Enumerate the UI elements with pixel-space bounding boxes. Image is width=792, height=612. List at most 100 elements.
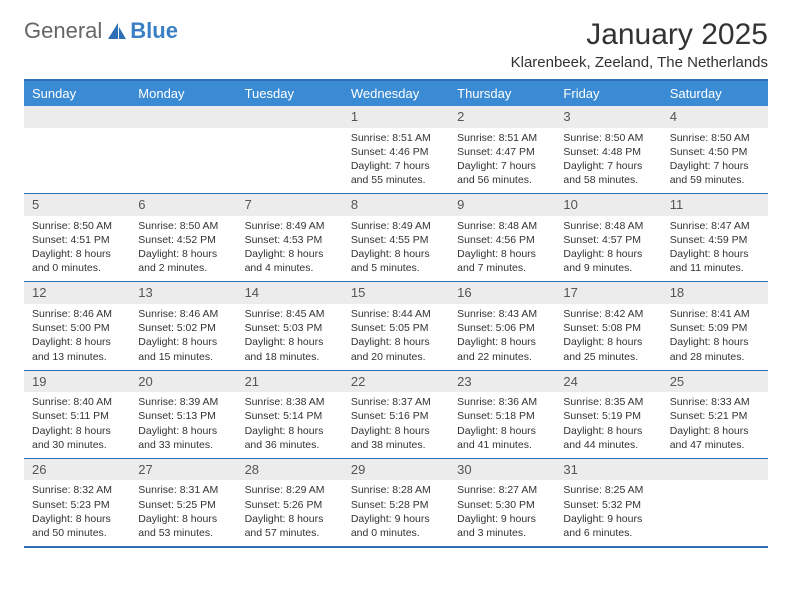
day-details: Sunrise: 8:27 AM Sunset: 5:30 PM Dayligh…	[449, 480, 555, 546]
calendar-week: 5Sunrise: 8:50 AM Sunset: 4:51 PM Daylig…	[24, 193, 768, 281]
calendar-cell: 19Sunrise: 8:40 AM Sunset: 5:11 PM Dayli…	[24, 371, 130, 458]
day-details: Sunrise: 8:25 AM Sunset: 5:32 PM Dayligh…	[555, 480, 661, 546]
calendar-cell: 5Sunrise: 8:50 AM Sunset: 4:51 PM Daylig…	[24, 194, 130, 281]
calendar-cell: 30Sunrise: 8:27 AM Sunset: 5:30 PM Dayli…	[449, 459, 555, 546]
day-number: 7	[237, 194, 343, 216]
day-number: 10	[555, 194, 661, 216]
day-number: 15	[343, 282, 449, 304]
day-number: 21	[237, 371, 343, 393]
day-number: 18	[662, 282, 768, 304]
day-header: Tuesday	[237, 81, 343, 106]
day-details: Sunrise: 8:42 AM Sunset: 5:08 PM Dayligh…	[555, 304, 661, 370]
day-details: Sunrise: 8:38 AM Sunset: 5:14 PM Dayligh…	[237, 392, 343, 458]
calendar-cell: ..	[237, 106, 343, 193]
logo: General Blue	[24, 18, 178, 44]
day-details: Sunrise: 8:49 AM Sunset: 4:55 PM Dayligh…	[343, 216, 449, 282]
logo-sail-icon	[106, 21, 128, 41]
calendar-cell: 1Sunrise: 8:51 AM Sunset: 4:46 PM Daylig…	[343, 106, 449, 193]
day-number: 19	[24, 371, 130, 393]
day-details: Sunrise: 8:31 AM Sunset: 5:25 PM Dayligh…	[130, 480, 236, 546]
day-details: Sunrise: 8:41 AM Sunset: 5:09 PM Dayligh…	[662, 304, 768, 370]
day-number: 8	[343, 194, 449, 216]
day-header: Friday	[555, 81, 661, 106]
day-number: 13	[130, 282, 236, 304]
calendar-cell: 3Sunrise: 8:50 AM Sunset: 4:48 PM Daylig…	[555, 106, 661, 193]
calendar-cell: 10Sunrise: 8:48 AM Sunset: 4:57 PM Dayli…	[555, 194, 661, 281]
calendar-cell: 23Sunrise: 8:36 AM Sunset: 5:18 PM Dayli…	[449, 371, 555, 458]
calendar-cell: 26Sunrise: 8:32 AM Sunset: 5:23 PM Dayli…	[24, 459, 130, 546]
day-number: 1	[343, 106, 449, 128]
day-details: Sunrise: 8:48 AM Sunset: 4:56 PM Dayligh…	[449, 216, 555, 282]
calendar-cell: 2Sunrise: 8:51 AM Sunset: 4:47 PM Daylig…	[449, 106, 555, 193]
calendar-cell: 13Sunrise: 8:46 AM Sunset: 5:02 PM Dayli…	[130, 282, 236, 369]
day-details: Sunrise: 8:40 AM Sunset: 5:11 PM Dayligh…	[24, 392, 130, 458]
calendar-cell: ..	[24, 106, 130, 193]
day-number: 30	[449, 459, 555, 481]
calendar-week: 19Sunrise: 8:40 AM Sunset: 5:11 PM Dayli…	[24, 370, 768, 458]
day-details: Sunrise: 8:51 AM Sunset: 4:46 PM Dayligh…	[343, 128, 449, 194]
day-details: Sunrise: 8:33 AM Sunset: 5:21 PM Dayligh…	[662, 392, 768, 458]
calendar-week: 26Sunrise: 8:32 AM Sunset: 5:23 PM Dayli…	[24, 458, 768, 546]
calendar-cell: 17Sunrise: 8:42 AM Sunset: 5:08 PM Dayli…	[555, 282, 661, 369]
calendar-body: ......1Sunrise: 8:51 AM Sunset: 4:46 PM …	[24, 106, 768, 546]
calendar-cell: 24Sunrise: 8:35 AM Sunset: 5:19 PM Dayli…	[555, 371, 661, 458]
day-number: 17	[555, 282, 661, 304]
day-header: Wednesday	[343, 81, 449, 106]
calendar-cell: 16Sunrise: 8:43 AM Sunset: 5:06 PM Dayli…	[449, 282, 555, 369]
day-details: Sunrise: 8:39 AM Sunset: 5:13 PM Dayligh…	[130, 392, 236, 458]
calendar-cell: 9Sunrise: 8:48 AM Sunset: 4:56 PM Daylig…	[449, 194, 555, 281]
day-header: Sunday	[24, 81, 130, 106]
calendar-cell: 14Sunrise: 8:45 AM Sunset: 5:03 PM Dayli…	[237, 282, 343, 369]
calendar-cell: 28Sunrise: 8:29 AM Sunset: 5:26 PM Dayli…	[237, 459, 343, 546]
calendar-cell: 8Sunrise: 8:49 AM Sunset: 4:55 PM Daylig…	[343, 194, 449, 281]
day-details: Sunrise: 8:45 AM Sunset: 5:03 PM Dayligh…	[237, 304, 343, 370]
day-details: Sunrise: 8:49 AM Sunset: 4:53 PM Dayligh…	[237, 216, 343, 282]
day-number: 5	[24, 194, 130, 216]
day-details: Sunrise: 8:28 AM Sunset: 5:28 PM Dayligh…	[343, 480, 449, 546]
day-number: 11	[662, 194, 768, 216]
day-details: Sunrise: 8:50 AM Sunset: 4:52 PM Dayligh…	[130, 216, 236, 282]
logo-text-2: Blue	[130, 18, 178, 44]
calendar-cell: 29Sunrise: 8:28 AM Sunset: 5:28 PM Dayli…	[343, 459, 449, 546]
day-details: Sunrise: 8:46 AM Sunset: 5:00 PM Dayligh…	[24, 304, 130, 370]
day-number: 20	[130, 371, 236, 393]
day-details: Sunrise: 8:44 AM Sunset: 5:05 PM Dayligh…	[343, 304, 449, 370]
location: Klarenbeek, Zeeland, The Netherlands	[511, 54, 768, 71]
day-details: Sunrise: 8:50 AM Sunset: 4:51 PM Dayligh…	[24, 216, 130, 282]
day-number: 9	[449, 194, 555, 216]
day-details: Sunrise: 8:48 AM Sunset: 4:57 PM Dayligh…	[555, 216, 661, 282]
day-details: Sunrise: 8:50 AM Sunset: 4:48 PM Dayligh…	[555, 128, 661, 194]
day-header: Thursday	[449, 81, 555, 106]
day-header: Monday	[130, 81, 236, 106]
day-number: 31	[555, 459, 661, 481]
day-details: Sunrise: 8:35 AM Sunset: 5:19 PM Dayligh…	[555, 392, 661, 458]
calendar-cell: 27Sunrise: 8:31 AM Sunset: 5:25 PM Dayli…	[130, 459, 236, 546]
calendar-cell: 4Sunrise: 8:50 AM Sunset: 4:50 PM Daylig…	[662, 106, 768, 193]
day-details: Sunrise: 8:46 AM Sunset: 5:02 PM Dayligh…	[130, 304, 236, 370]
day-number: 3	[555, 106, 661, 128]
day-number: 29	[343, 459, 449, 481]
day-number: 14	[237, 282, 343, 304]
day-details: Sunrise: 8:51 AM Sunset: 4:47 PM Dayligh…	[449, 128, 555, 194]
calendar-cell: 11Sunrise: 8:47 AM Sunset: 4:59 PM Dayli…	[662, 194, 768, 281]
calendar-cell: ..	[662, 459, 768, 546]
day-number: 24	[555, 371, 661, 393]
day-number: 28	[237, 459, 343, 481]
title-block: January 2025 Klarenbeek, Zeeland, The Ne…	[511, 18, 768, 71]
day-details: Sunrise: 8:47 AM Sunset: 4:59 PM Dayligh…	[662, 216, 768, 282]
calendar-week: 12Sunrise: 8:46 AM Sunset: 5:00 PM Dayli…	[24, 281, 768, 369]
calendar-cell: 21Sunrise: 8:38 AM Sunset: 5:14 PM Dayli…	[237, 371, 343, 458]
day-number: 27	[130, 459, 236, 481]
day-header: Saturday	[662, 81, 768, 106]
day-number: 26	[24, 459, 130, 481]
calendar-header-row: Sunday Monday Tuesday Wednesday Thursday…	[24, 81, 768, 106]
calendar-cell: 20Sunrise: 8:39 AM Sunset: 5:13 PM Dayli…	[130, 371, 236, 458]
day-number: 2	[449, 106, 555, 128]
calendar-cell: ..	[130, 106, 236, 193]
month-title: January 2025	[511, 18, 768, 52]
day-number: 23	[449, 371, 555, 393]
day-number: 22	[343, 371, 449, 393]
day-number: 6	[130, 194, 236, 216]
logo-text-1: General	[24, 18, 102, 44]
calendar-cell: 25Sunrise: 8:33 AM Sunset: 5:21 PM Dayli…	[662, 371, 768, 458]
